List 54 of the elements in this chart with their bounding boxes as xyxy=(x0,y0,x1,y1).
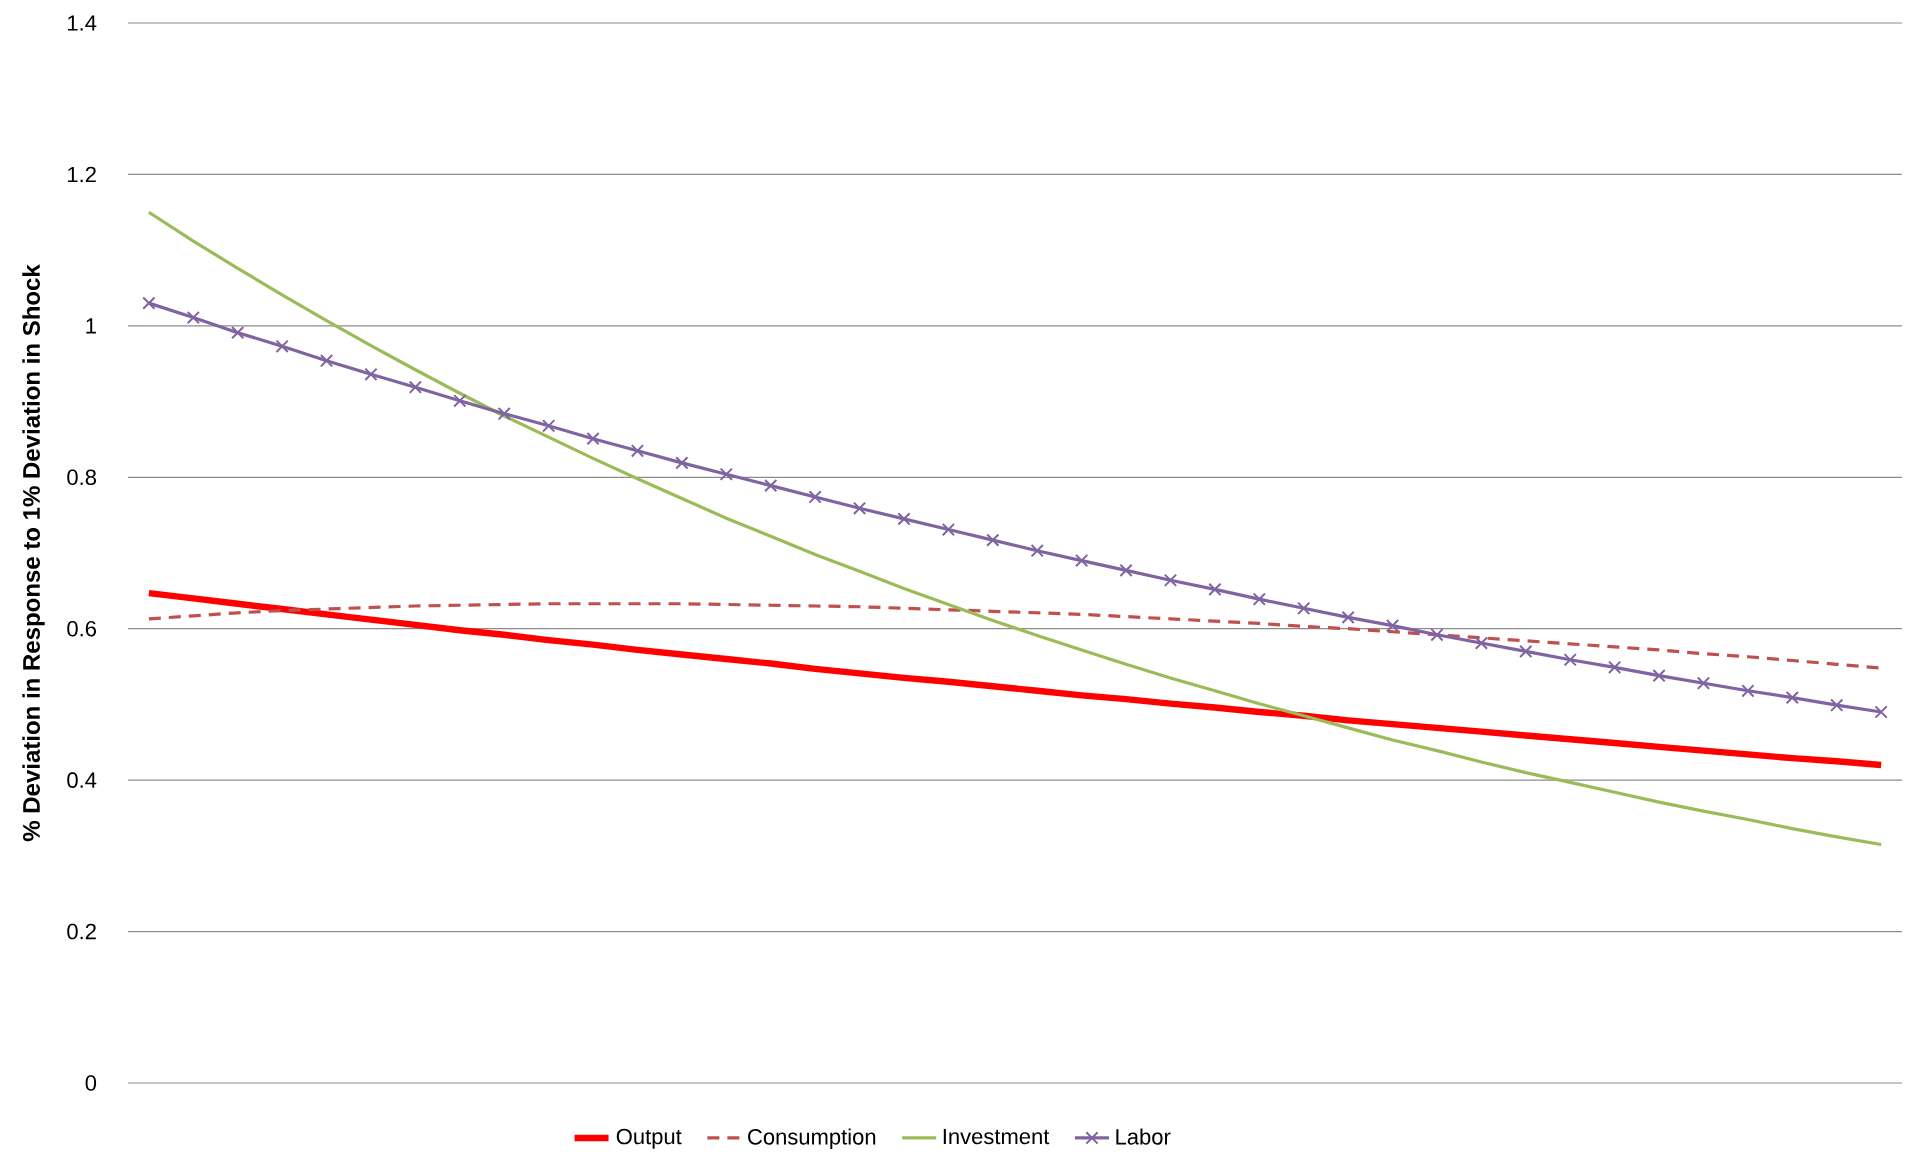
line-series xyxy=(147,210,1883,847)
point xyxy=(541,419,556,433)
point xyxy=(319,354,334,368)
point xyxy=(1607,660,1622,674)
point xyxy=(1341,610,1355,625)
legend-label: Output xyxy=(616,1128,682,1149)
y-tick-label: 0.6 xyxy=(67,620,97,637)
point xyxy=(497,407,511,421)
point xyxy=(364,367,378,381)
point xyxy=(941,522,956,537)
point xyxy=(586,432,600,446)
point xyxy=(1652,669,1666,683)
point xyxy=(231,326,245,340)
point xyxy=(1030,544,1044,558)
point xyxy=(1785,690,1799,705)
point xyxy=(142,296,156,310)
point xyxy=(408,380,423,394)
y-tick-label: 1.2 xyxy=(68,166,96,183)
point xyxy=(1830,698,1844,712)
y-tick-label: 0.4 xyxy=(67,772,97,788)
point xyxy=(453,394,467,408)
point xyxy=(1696,676,1711,690)
point xyxy=(1519,644,1533,659)
point xyxy=(764,478,778,493)
y-tick-label: 0.2 xyxy=(67,923,96,940)
point xyxy=(1741,684,1755,698)
point xyxy=(1074,553,1089,568)
point xyxy=(1163,573,1178,587)
y-tick-label: 0 xyxy=(85,1075,97,1091)
legend-label: Consumption xyxy=(748,1128,876,1149)
point xyxy=(1297,601,1311,615)
point xyxy=(1385,619,1400,633)
point xyxy=(186,310,200,325)
y-tick-label: 1 xyxy=(86,318,96,334)
point xyxy=(986,533,1000,547)
y-tick-label: 0.8 xyxy=(67,469,97,486)
point xyxy=(630,444,645,458)
point xyxy=(897,512,911,526)
point xyxy=(808,490,822,504)
point xyxy=(1208,582,1222,596)
point xyxy=(1474,636,1489,650)
point xyxy=(1252,592,1266,606)
point xyxy=(275,339,289,353)
point xyxy=(675,456,689,470)
point xyxy=(1430,628,1444,642)
legend-label: Labor xyxy=(1116,1128,1171,1145)
legend-label: Investment xyxy=(943,1128,1050,1145)
point xyxy=(1874,705,1888,719)
point xyxy=(719,467,733,481)
point xyxy=(852,501,867,515)
y-axis-title: % Deviation in Response to 1% Deviation in Shock xyxy=(22,264,45,842)
y-tick-label: 1.4 xyxy=(68,15,97,31)
point xyxy=(1119,563,1133,578)
point xyxy=(1563,653,1577,667)
